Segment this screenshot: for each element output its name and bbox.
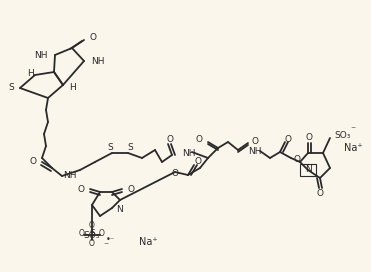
Text: O: O bbox=[79, 230, 85, 239]
Text: H: H bbox=[69, 82, 76, 91]
Text: O: O bbox=[305, 134, 312, 143]
Text: O: O bbox=[89, 240, 95, 249]
Text: N: N bbox=[116, 206, 123, 215]
Text: SO₃: SO₃ bbox=[334, 131, 350, 140]
Text: H: H bbox=[27, 69, 33, 78]
Text: O: O bbox=[252, 137, 259, 146]
Text: O: O bbox=[99, 230, 105, 239]
Text: •⁻: •⁻ bbox=[106, 236, 115, 245]
Text: O: O bbox=[167, 134, 174, 144]
Text: O: O bbox=[285, 134, 292, 144]
Text: O: O bbox=[127, 184, 134, 193]
Text: Na⁺: Na⁺ bbox=[344, 143, 362, 153]
Text: NH: NH bbox=[182, 149, 196, 157]
Text: S: S bbox=[8, 84, 14, 92]
FancyBboxPatch shape bbox=[300, 164, 316, 176]
Text: O: O bbox=[316, 188, 324, 197]
Text: NH: NH bbox=[91, 57, 105, 66]
Text: NH: NH bbox=[248, 147, 262, 156]
Text: O: O bbox=[78, 184, 85, 193]
Text: Na⁺: Na⁺ bbox=[139, 237, 157, 247]
Text: ⁻: ⁻ bbox=[104, 241, 109, 251]
Text: NH: NH bbox=[35, 51, 48, 60]
Text: O: O bbox=[89, 33, 96, 42]
Text: O: O bbox=[196, 135, 203, 144]
Text: S: S bbox=[127, 144, 133, 153]
Text: N: N bbox=[305, 165, 311, 175]
Text: ⁻: ⁻ bbox=[350, 125, 355, 135]
Text: O: O bbox=[194, 157, 201, 166]
Text: SO₃: SO₃ bbox=[84, 231, 100, 240]
Text: O: O bbox=[293, 154, 300, 163]
Text: O: O bbox=[171, 168, 178, 178]
Text: S: S bbox=[107, 144, 113, 153]
Text: O: O bbox=[89, 221, 95, 230]
Text: NH: NH bbox=[63, 172, 76, 181]
Text: O: O bbox=[29, 156, 36, 165]
Text: S: S bbox=[89, 230, 95, 239]
